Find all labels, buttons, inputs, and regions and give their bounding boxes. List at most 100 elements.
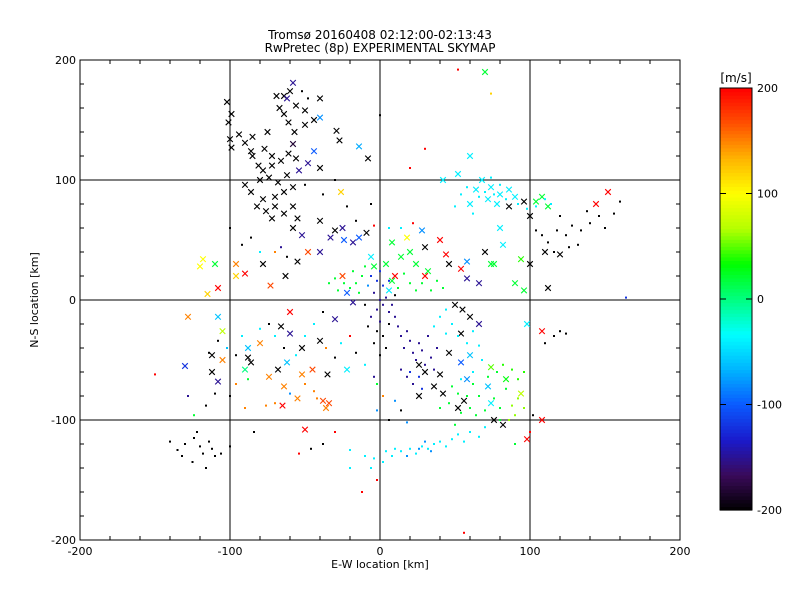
colorbar-band	[720, 341, 752, 346]
cross-marker	[336, 137, 343, 144]
cross-marker	[538, 416, 546, 424]
colorbar-band	[720, 200, 752, 205]
dot-marker	[409, 282, 411, 285]
colorbar-ticks	[720, 87, 752, 511]
colorbar-tick-label: -100	[757, 399, 782, 412]
x-tick-label: -200	[68, 545, 93, 558]
dot-marker	[487, 375, 489, 378]
dot-marker	[373, 291, 375, 294]
dot-marker	[229, 445, 231, 448]
dot-marker	[235, 383, 237, 385]
x-tick-label: -100	[218, 545, 243, 558]
y-tick-label: 100	[55, 174, 76, 187]
dot-marker	[310, 447, 312, 450]
dot-marker	[193, 414, 195, 417]
colorbar-band	[720, 299, 752, 304]
colorbar: -200 -100 0 100 200 [m/s]	[719, 71, 782, 517]
dot-marker	[499, 419, 501, 421]
dot-marker	[334, 179, 336, 181]
dot-marker	[373, 375, 375, 378]
colorbar-band	[720, 429, 752, 434]
cross-marker	[285, 150, 292, 157]
colorbar-band	[720, 446, 752, 451]
colorbar-band	[720, 126, 752, 131]
cross-marker	[415, 392, 423, 400]
colorbar-band	[720, 506, 752, 511]
dot-marker	[376, 479, 378, 481]
cross-marker	[304, 248, 312, 256]
cross-marker	[271, 193, 279, 200]
dot-marker	[598, 215, 600, 217]
colorbar-band	[720, 411, 752, 416]
cross-marker	[331, 227, 339, 234]
cross-marker	[499, 241, 507, 248]
cross-marker	[454, 404, 462, 412]
colorbar-band	[720, 485, 752, 490]
dot-marker	[553, 251, 555, 253]
dot-marker	[436, 279, 438, 282]
dot-marker	[400, 450, 402, 453]
dot-marker	[430, 289, 432, 292]
dot-marker	[400, 368, 402, 371]
dot-marker	[493, 397, 495, 400]
cross-marker	[214, 284, 222, 292]
cross-marker	[219, 356, 226, 364]
colorbar-band	[720, 450, 752, 455]
cross-marker	[280, 210, 288, 217]
dot-marker	[586, 210, 588, 213]
dot-marker	[373, 224, 375, 227]
colorbar-band	[720, 415, 752, 420]
colorbar-band	[720, 327, 752, 332]
dot-marker	[394, 399, 396, 402]
cross-marker	[520, 287, 528, 294]
colorbar-tick-label: -200	[757, 504, 782, 517]
dot-marker	[409, 339, 411, 342]
cross-marker	[436, 236, 444, 244]
dot-marker	[577, 243, 579, 246]
colorbar-band	[720, 175, 752, 181]
dot-marker	[259, 327, 261, 330]
dot-marker	[265, 404, 267, 407]
dot-marker	[304, 183, 306, 186]
cross-marker	[247, 359, 255, 366]
colorbar-tick-label: 0	[757, 293, 764, 306]
cross-marker	[339, 224, 346, 232]
colorbar-band	[720, 344, 752, 349]
colorbar-band	[720, 186, 752, 191]
dot-marker	[382, 303, 384, 306]
dot-marker	[394, 447, 396, 450]
dot-marker	[364, 303, 366, 306]
cross-marker	[457, 359, 465, 366]
colorbar-band	[720, 316, 752, 321]
dot-marker	[355, 282, 357, 285]
dot-marker	[580, 229, 582, 232]
cross-marker	[355, 143, 363, 150]
colorbar-band	[720, 386, 752, 392]
cross-marker	[228, 110, 235, 118]
dot-marker	[370, 275, 372, 277]
cross-marker	[490, 416, 498, 424]
cross-marker	[310, 116, 318, 124]
dot-marker	[430, 356, 432, 359]
dot-marker	[484, 426, 486, 429]
dot-marker	[439, 440, 441, 443]
colorbar-band	[720, 309, 752, 314]
dot-marker	[424, 440, 426, 443]
cross-marker	[517, 390, 525, 397]
dot-marker	[313, 390, 315, 393]
dot-marker	[571, 224, 573, 227]
dot-marker	[496, 371, 498, 373]
dot-marker	[463, 531, 465, 534]
cross-marker	[208, 352, 216, 359]
dot-marker	[400, 335, 402, 337]
cross-marker	[286, 308, 294, 316]
cross-marker	[511, 193, 519, 200]
cross-marker	[343, 289, 351, 296]
colorbar-band	[720, 218, 752, 223]
cross-marker	[235, 131, 243, 138]
cross-marker	[538, 193, 546, 200]
dot-marker	[493, 193, 495, 196]
dot-marker	[364, 265, 366, 268]
dot-marker	[211, 447, 213, 450]
colorbar-band	[720, 436, 752, 441]
